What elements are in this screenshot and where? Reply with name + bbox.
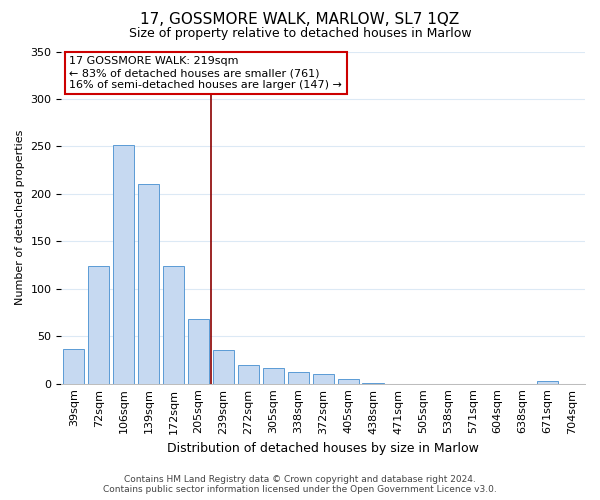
Bar <box>313 374 334 384</box>
Bar <box>138 184 159 384</box>
Text: Contains HM Land Registry data © Crown copyright and database right 2024.
Contai: Contains HM Land Registry data © Crown c… <box>103 474 497 494</box>
Bar <box>287 372 309 384</box>
Text: 17 GOSSMORE WALK: 219sqm
← 83% of detached houses are smaller (761)
16% of semi-: 17 GOSSMORE WALK: 219sqm ← 83% of detach… <box>69 56 342 90</box>
X-axis label: Distribution of detached houses by size in Marlow: Distribution of detached houses by size … <box>167 442 479 455</box>
Bar <box>263 368 284 384</box>
Bar <box>362 382 383 384</box>
Bar <box>88 266 109 384</box>
Bar <box>188 319 209 384</box>
Bar <box>213 350 234 384</box>
Y-axis label: Number of detached properties: Number of detached properties <box>15 130 25 306</box>
Bar <box>338 379 359 384</box>
Bar <box>63 348 85 384</box>
Bar <box>537 381 558 384</box>
Text: Size of property relative to detached houses in Marlow: Size of property relative to detached ho… <box>128 28 472 40</box>
Text: 17, GOSSMORE WALK, MARLOW, SL7 1QZ: 17, GOSSMORE WALK, MARLOW, SL7 1QZ <box>140 12 460 28</box>
Bar <box>238 364 259 384</box>
Bar <box>113 144 134 384</box>
Bar <box>163 266 184 384</box>
